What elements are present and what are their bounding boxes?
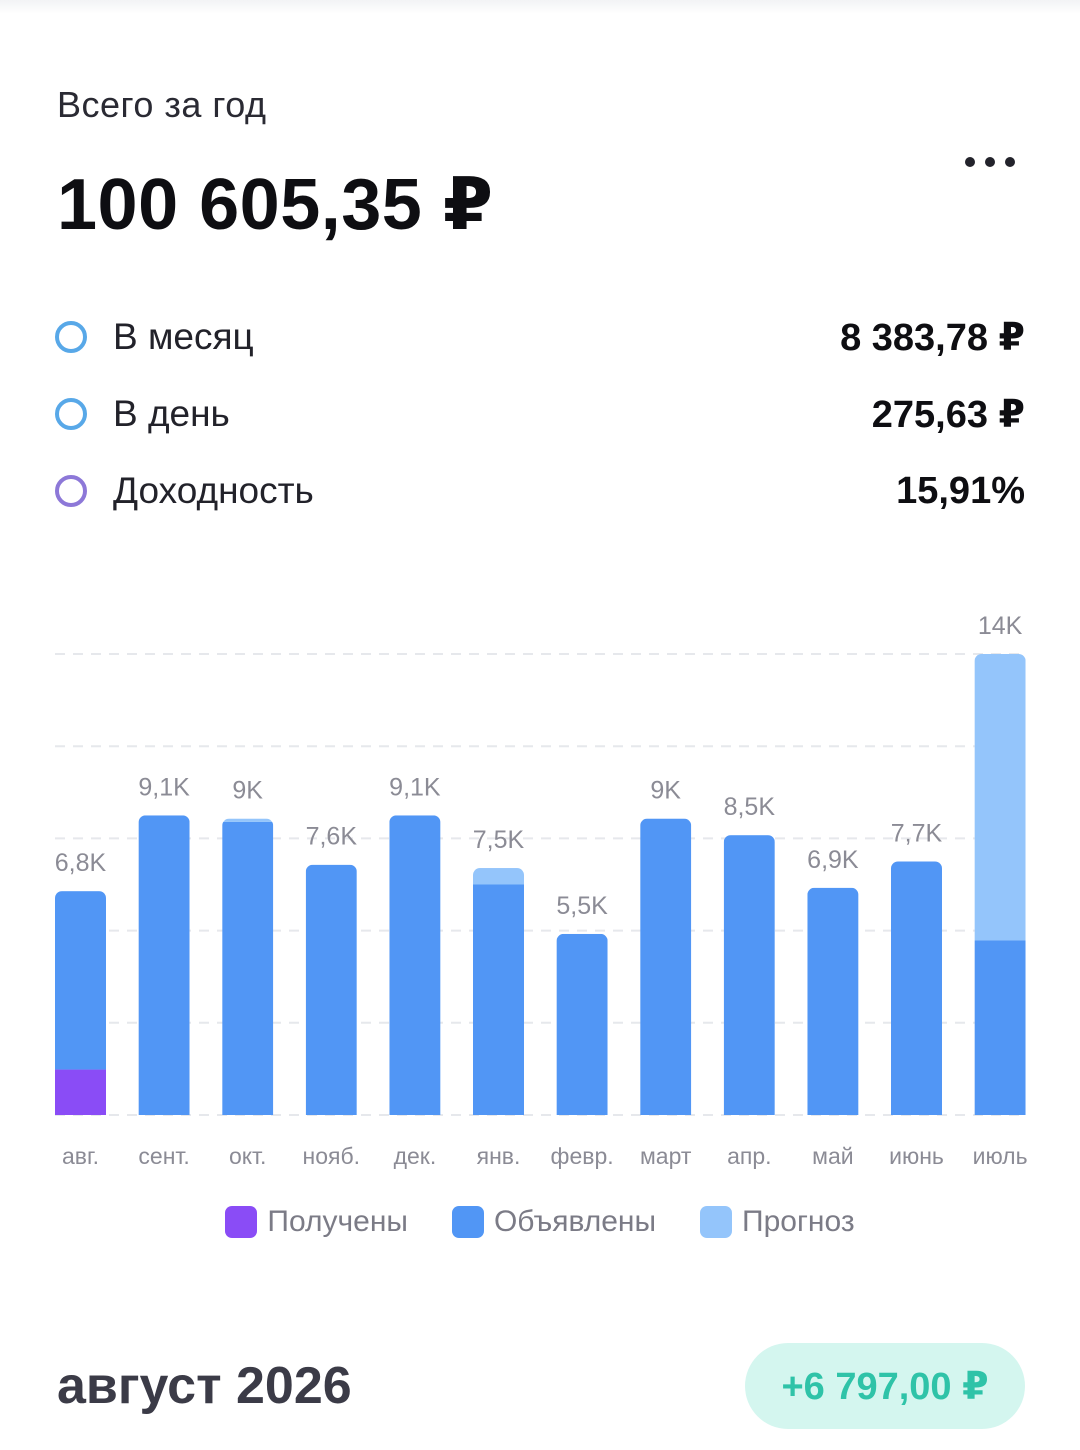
x-tick-label: авг. [62, 1143, 99, 1169]
more-dot-icon [965, 157, 975, 167]
bar-segment [974, 654, 1026, 941]
month-title: август 2026 [57, 1357, 352, 1415]
x-tick-label: июль [973, 1143, 1028, 1169]
bar-value-label: 9,1K [389, 773, 441, 801]
bar-value-label: 7,5K [473, 826, 525, 854]
stat-value: 8 383,78 ₽ [840, 316, 1025, 359]
bar-segment [807, 887, 859, 1115]
legend-label-forecast: Прогноз [742, 1205, 855, 1238]
bar-value-label: 8,5K [724, 793, 776, 821]
legend-label-received: Получены [267, 1205, 408, 1238]
bar-segment [556, 933, 608, 1115]
bar-segment [138, 815, 190, 1115]
more-options-button[interactable] [955, 145, 1025, 179]
x-tick-label: март [640, 1143, 692, 1169]
stat-row-daily: В день 275,63 ₽ [55, 389, 1025, 439]
x-tick-label: нояб. [303, 1143, 361, 1169]
stat-value: 275,63 ₽ [871, 393, 1025, 436]
bar-value-label: 5,5K [556, 892, 608, 920]
legend-item-forecast[interactable]: Прогноз [700, 1205, 855, 1239]
stat-label: В месяц [113, 316, 254, 357]
bar-segment [55, 1069, 106, 1115]
legend-item-received[interactable]: Получены [225, 1205, 408, 1239]
more-dot-icon [1005, 157, 1015, 167]
bar-segment [640, 818, 692, 1115]
bar-value-label: 6,9K [807, 846, 859, 874]
bar-value-label: 9K [232, 777, 263, 805]
bar-segment [473, 868, 524, 885]
bar-value-label: 9,1K [138, 773, 190, 801]
summary-total: 100 605,35 ₽ [57, 165, 494, 245]
bar-value-label: 14K [978, 612, 1023, 640]
legend-swatch-declared [451, 1206, 484, 1238]
bar-segment [222, 821, 274, 1115]
bar-segment [974, 940, 1026, 1115]
stat-row-yield: Доходность 15,91% [55, 466, 1025, 516]
bar-value-label: 6,8K [55, 849, 107, 877]
ring-icon [55, 321, 87, 353]
x-tick-label: июнь [889, 1143, 944, 1169]
bar-segment [305, 864, 357, 1115]
bar-value-label: 7,7K [891, 819, 943, 847]
month-delta-badge[interactable]: +6 797,00 ₽ [745, 1343, 1025, 1429]
more-dot-icon [985, 157, 995, 167]
bar-segment [55, 891, 106, 1070]
legend-label-declared: Объявлены [493, 1205, 657, 1238]
top-scroll-shadow [0, 0, 1080, 14]
chart-legend: Получены Объявлены Прогноз [0, 1202, 1080, 1242]
legend-swatch-forecast [700, 1206, 733, 1238]
dividends-chart: 6,8K авг. 9,1K сент. 9K окт. 7,6K нояб. 9,1K дек.… [0, 580, 1080, 1180]
bar-segment [891, 861, 942, 1115]
summary-subtitle: Всего за год [57, 84, 267, 125]
legend-swatch-received [225, 1206, 258, 1238]
x-tick-label: дек. [394, 1143, 437, 1169]
stat-value: 15,91% [896, 469, 1025, 512]
x-tick-label: май [812, 1143, 853, 1169]
bar-segment [389, 815, 441, 1115]
bar-value-label: 7,6K [306, 823, 358, 851]
x-tick-label: февр. [551, 1143, 614, 1169]
bar-segment [723, 835, 775, 1115]
bar-segment [473, 884, 524, 1115]
stat-label: Доходность [113, 470, 314, 511]
x-tick-label: сент. [138, 1143, 189, 1169]
bar-value-label: 9K [650, 777, 681, 805]
x-tick-label: янв. [477, 1143, 521, 1169]
x-tick-label: апр. [727, 1143, 771, 1169]
stat-label: В день [113, 393, 230, 434]
bar-segment [222, 818, 274, 822]
ring-icon [55, 475, 87, 507]
x-tick-label: окт. [229, 1143, 267, 1169]
ring-icon [55, 398, 87, 430]
dividends-chart-svg: 6,8K авг. 9,1K сент. 9K окт. 7,6K нояб. 9,1K дек.… [55, 612, 1028, 1169]
stat-row-monthly: В месяц 8 383,78 ₽ [55, 312, 1025, 362]
legend-item-declared[interactable]: Объявлены [451, 1205, 657, 1239]
